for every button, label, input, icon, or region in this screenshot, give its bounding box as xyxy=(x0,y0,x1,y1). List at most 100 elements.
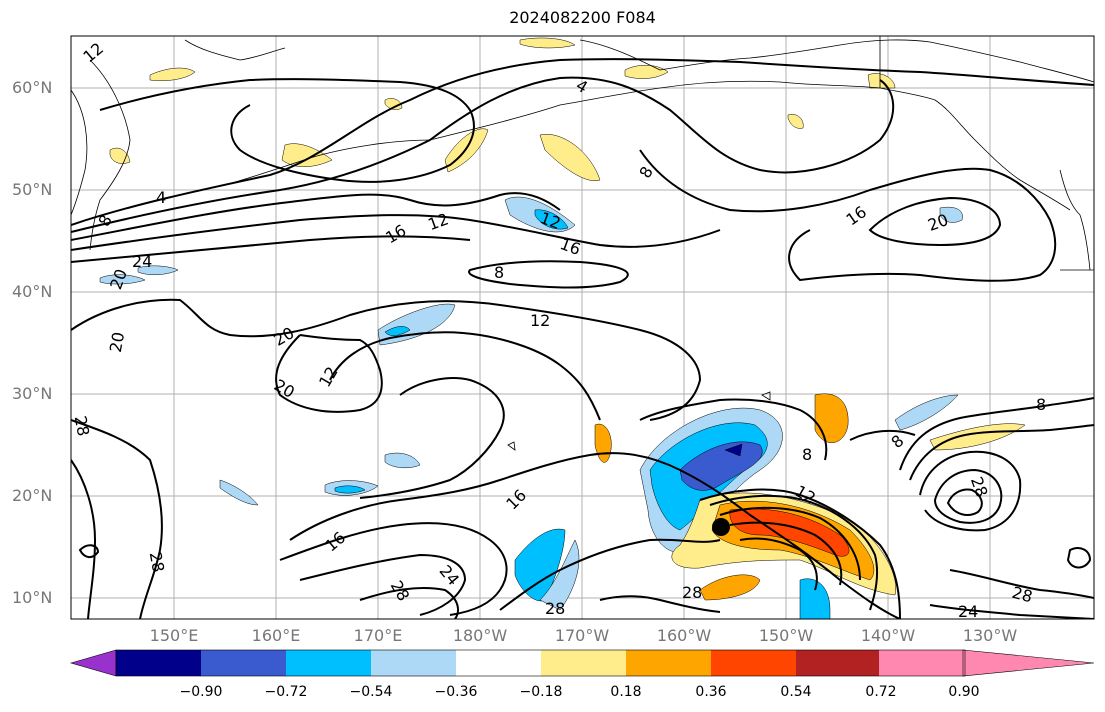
contour-label: 8 xyxy=(802,445,812,464)
contour-label: 12 xyxy=(530,311,550,330)
negative-anomaly-j xyxy=(219,479,259,506)
contour-label: 28 xyxy=(146,550,168,573)
colorbar-bin xyxy=(796,650,883,676)
colorbar-bin xyxy=(201,650,288,676)
storm-center-dot xyxy=(712,518,730,536)
contour-label: 20 xyxy=(106,266,131,292)
colorbar-bin xyxy=(541,650,628,676)
lat-label: 10°N xyxy=(12,588,53,607)
negative-anomaly-swlobe-outer xyxy=(539,539,580,611)
contour-label: 8 xyxy=(887,431,907,452)
negative-anomaly-south xyxy=(799,578,831,619)
lon-label: 170°W xyxy=(554,626,610,645)
contour-label: 8 xyxy=(1036,395,1046,414)
contour-label: 16 xyxy=(321,528,349,556)
negative-anomaly-nw-core xyxy=(534,209,569,230)
contour-label: 28 xyxy=(387,577,414,604)
contour-label: 16 xyxy=(382,221,409,248)
hawaii-1 xyxy=(761,391,771,401)
colorbar xyxy=(69,649,1095,677)
colorbar-tick: −0.54 xyxy=(349,684,393,700)
contour-label: 12 xyxy=(425,209,451,234)
lat-label: 60°N xyxy=(12,78,53,97)
contour-label: 4 xyxy=(156,188,166,207)
colorbar-tick: 0.54 xyxy=(780,684,812,700)
contour-label: 28 xyxy=(682,583,702,602)
positive-anomaly-nw2 xyxy=(444,128,489,173)
lat-label: 40°N xyxy=(12,282,53,301)
contour-label: 20 xyxy=(271,375,298,402)
colorbar-tick: 0.36 xyxy=(695,684,727,700)
contour-label: 12 xyxy=(79,39,107,67)
positive-anomaly-m xyxy=(787,114,804,129)
colorbar-tick: −0.36 xyxy=(434,684,478,700)
contour-label: 4 xyxy=(573,75,591,97)
positive-anomaly-south xyxy=(699,574,761,601)
lon-label: 140°W xyxy=(860,626,916,645)
shaded-anomalies xyxy=(99,37,1026,619)
colorbar-frame xyxy=(115,649,966,677)
colorbar-tick: 0.72 xyxy=(865,684,897,700)
negative-anomaly-l xyxy=(137,265,179,275)
lon-label: 170°E xyxy=(353,626,403,645)
lon-label: 160°W xyxy=(656,626,712,645)
positive-anomaly-b xyxy=(109,147,131,164)
lat-label: 50°N xyxy=(12,180,53,199)
negative-anomaly-k xyxy=(99,274,146,285)
alaska-coast xyxy=(429,80,1071,211)
aleutian-chain xyxy=(224,139,431,186)
positive-anomaly-west xyxy=(594,423,612,463)
siberia-coast xyxy=(184,39,286,61)
positive-anomaly-c xyxy=(519,37,576,49)
negative-anomaly-h xyxy=(334,485,366,494)
negative-anomaly-peak xyxy=(724,443,743,457)
colorbar-bin xyxy=(371,650,458,676)
colorbar-tick: −0.18 xyxy=(519,684,563,700)
colorbar-bin xyxy=(456,650,543,676)
positive-anomaly-a xyxy=(149,67,196,81)
contour-label: 28 xyxy=(71,414,93,437)
contour-label: 24 xyxy=(132,252,152,271)
lon-label: 160°E xyxy=(251,626,301,645)
positive-anomaly-east2 xyxy=(929,423,1026,451)
lon-label: 150°W xyxy=(758,626,814,645)
colorbar-tick: 0.18 xyxy=(610,684,642,700)
negative-anomaly-center xyxy=(679,441,763,491)
contour-label: 28 xyxy=(1010,583,1035,607)
negative-anomaly-swlobe xyxy=(514,528,566,602)
lat-label: 30°N xyxy=(12,384,53,403)
contour-label: 20 xyxy=(270,323,297,350)
hawaii-2 xyxy=(507,441,516,451)
lon-label: 180°W xyxy=(452,626,508,645)
contour-label: 8 xyxy=(494,263,504,282)
contours xyxy=(71,58,1094,619)
negative-anomaly-east xyxy=(894,394,959,431)
contour-label: 16 xyxy=(502,486,530,514)
colorbar-bin xyxy=(711,650,798,676)
figure-title: 2024082200 F084 xyxy=(509,8,656,27)
plot-frame xyxy=(70,35,1095,620)
colorbar-extend-right xyxy=(962,649,1095,677)
colorbar-bin xyxy=(286,650,373,676)
negative-anomaly-i xyxy=(384,452,421,469)
colorbar-tick: −0.72 xyxy=(264,684,308,700)
coastlines xyxy=(71,36,1094,451)
colorbar-extend-left xyxy=(69,649,117,677)
north-coast xyxy=(579,39,1094,83)
gridlines xyxy=(71,36,1094,619)
lat-label: 20°N xyxy=(12,486,53,505)
kamchatka-coast xyxy=(71,59,131,251)
lon-label: 150°E xyxy=(149,626,199,645)
bc-coast xyxy=(1059,169,1091,271)
contour-label: 24 xyxy=(958,602,978,621)
colorbar-bin xyxy=(626,650,713,676)
contour-label: 20 xyxy=(106,330,128,353)
colorbar-tick: 0.90 xyxy=(948,684,980,700)
contour-label: 28 xyxy=(545,599,565,618)
positive-anomaly-east xyxy=(814,393,849,443)
positive-anomaly-nw xyxy=(539,133,601,182)
negative-anomaly-f xyxy=(939,206,963,223)
positive-anomaly-n xyxy=(384,98,403,110)
positive-anomaly-aleutian xyxy=(281,143,333,167)
